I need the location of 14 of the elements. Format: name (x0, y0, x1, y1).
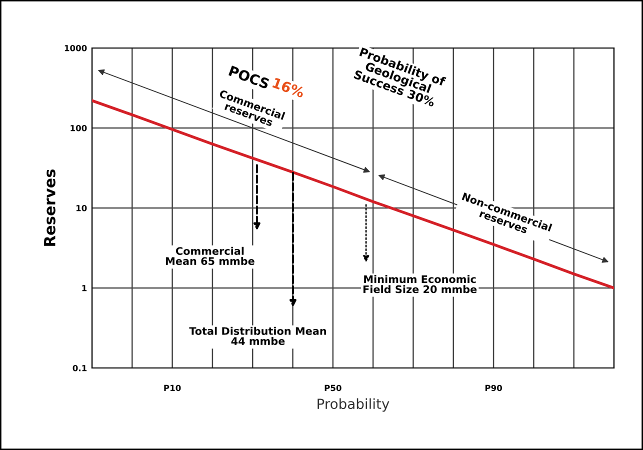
y-tick-label: 100 (70, 124, 87, 132)
x-tick-label: P10 (164, 384, 181, 392)
y-tick-label: 0.1 (72, 364, 87, 372)
annotation: Minimum Economic Field Size 20 mmbe (363, 275, 477, 294)
y-tick-label: 1 (82, 285, 87, 292)
y-tick-label: 10 (76, 204, 87, 212)
y-axis-title: Reserves (44, 169, 56, 246)
y-tick-label: 1000 (64, 44, 87, 52)
annotation: Commercial Mean 65 mmbe (166, 246, 254, 266)
x-axis-title: Probability (318, 398, 390, 412)
annotation: POCS (228, 65, 270, 90)
annotation: Total Distribution Mean 44 mmbe (189, 326, 326, 346)
x-tick-label: P50 (324, 384, 342, 392)
x-tick-label: P90 (485, 384, 502, 392)
